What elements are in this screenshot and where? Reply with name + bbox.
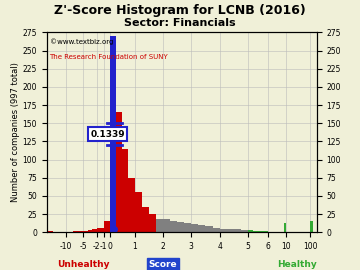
Bar xyxy=(80,231,83,232)
Bar xyxy=(212,228,220,232)
Bar xyxy=(129,178,135,232)
Text: Z'-Score Histogram for LCNB (2016): Z'-Score Histogram for LCNB (2016) xyxy=(54,4,306,17)
Text: 0.1339: 0.1339 xyxy=(90,130,125,139)
Bar xyxy=(83,231,88,232)
Bar xyxy=(88,230,92,232)
Bar xyxy=(47,231,53,232)
Bar xyxy=(184,223,191,232)
Bar xyxy=(258,231,263,232)
Bar xyxy=(156,219,163,232)
Bar xyxy=(149,214,156,232)
Bar xyxy=(135,192,141,232)
Text: Score: Score xyxy=(149,260,177,269)
Bar xyxy=(253,231,258,232)
Bar xyxy=(198,225,206,232)
Bar xyxy=(220,229,227,232)
Bar xyxy=(170,221,177,232)
Text: The Research Foundation of SUNY: The Research Foundation of SUNY xyxy=(50,54,168,60)
Bar xyxy=(110,36,116,232)
Bar xyxy=(234,229,241,232)
Bar xyxy=(73,231,76,232)
Bar xyxy=(248,230,253,232)
Bar xyxy=(241,230,248,232)
Bar xyxy=(76,231,80,232)
Text: Unhealthy: Unhealthy xyxy=(57,260,109,269)
Bar xyxy=(97,228,104,232)
Bar xyxy=(92,229,97,232)
Text: ©www.textbiz.org: ©www.textbiz.org xyxy=(50,38,113,45)
Text: Sector: Financials: Sector: Financials xyxy=(124,18,236,28)
Bar xyxy=(141,207,149,232)
Bar xyxy=(206,226,212,232)
Bar xyxy=(310,221,314,232)
Bar xyxy=(177,222,184,232)
Bar xyxy=(191,224,198,232)
Bar xyxy=(122,149,129,232)
Bar xyxy=(284,224,286,232)
Y-axis label: Number of companies (997 total): Number of companies (997 total) xyxy=(11,62,20,202)
Bar xyxy=(163,219,170,232)
Bar xyxy=(263,231,268,232)
Bar xyxy=(116,112,122,232)
Bar xyxy=(227,229,234,232)
Text: Healthy: Healthy xyxy=(278,260,317,269)
Bar xyxy=(110,36,116,232)
Bar xyxy=(104,221,110,232)
